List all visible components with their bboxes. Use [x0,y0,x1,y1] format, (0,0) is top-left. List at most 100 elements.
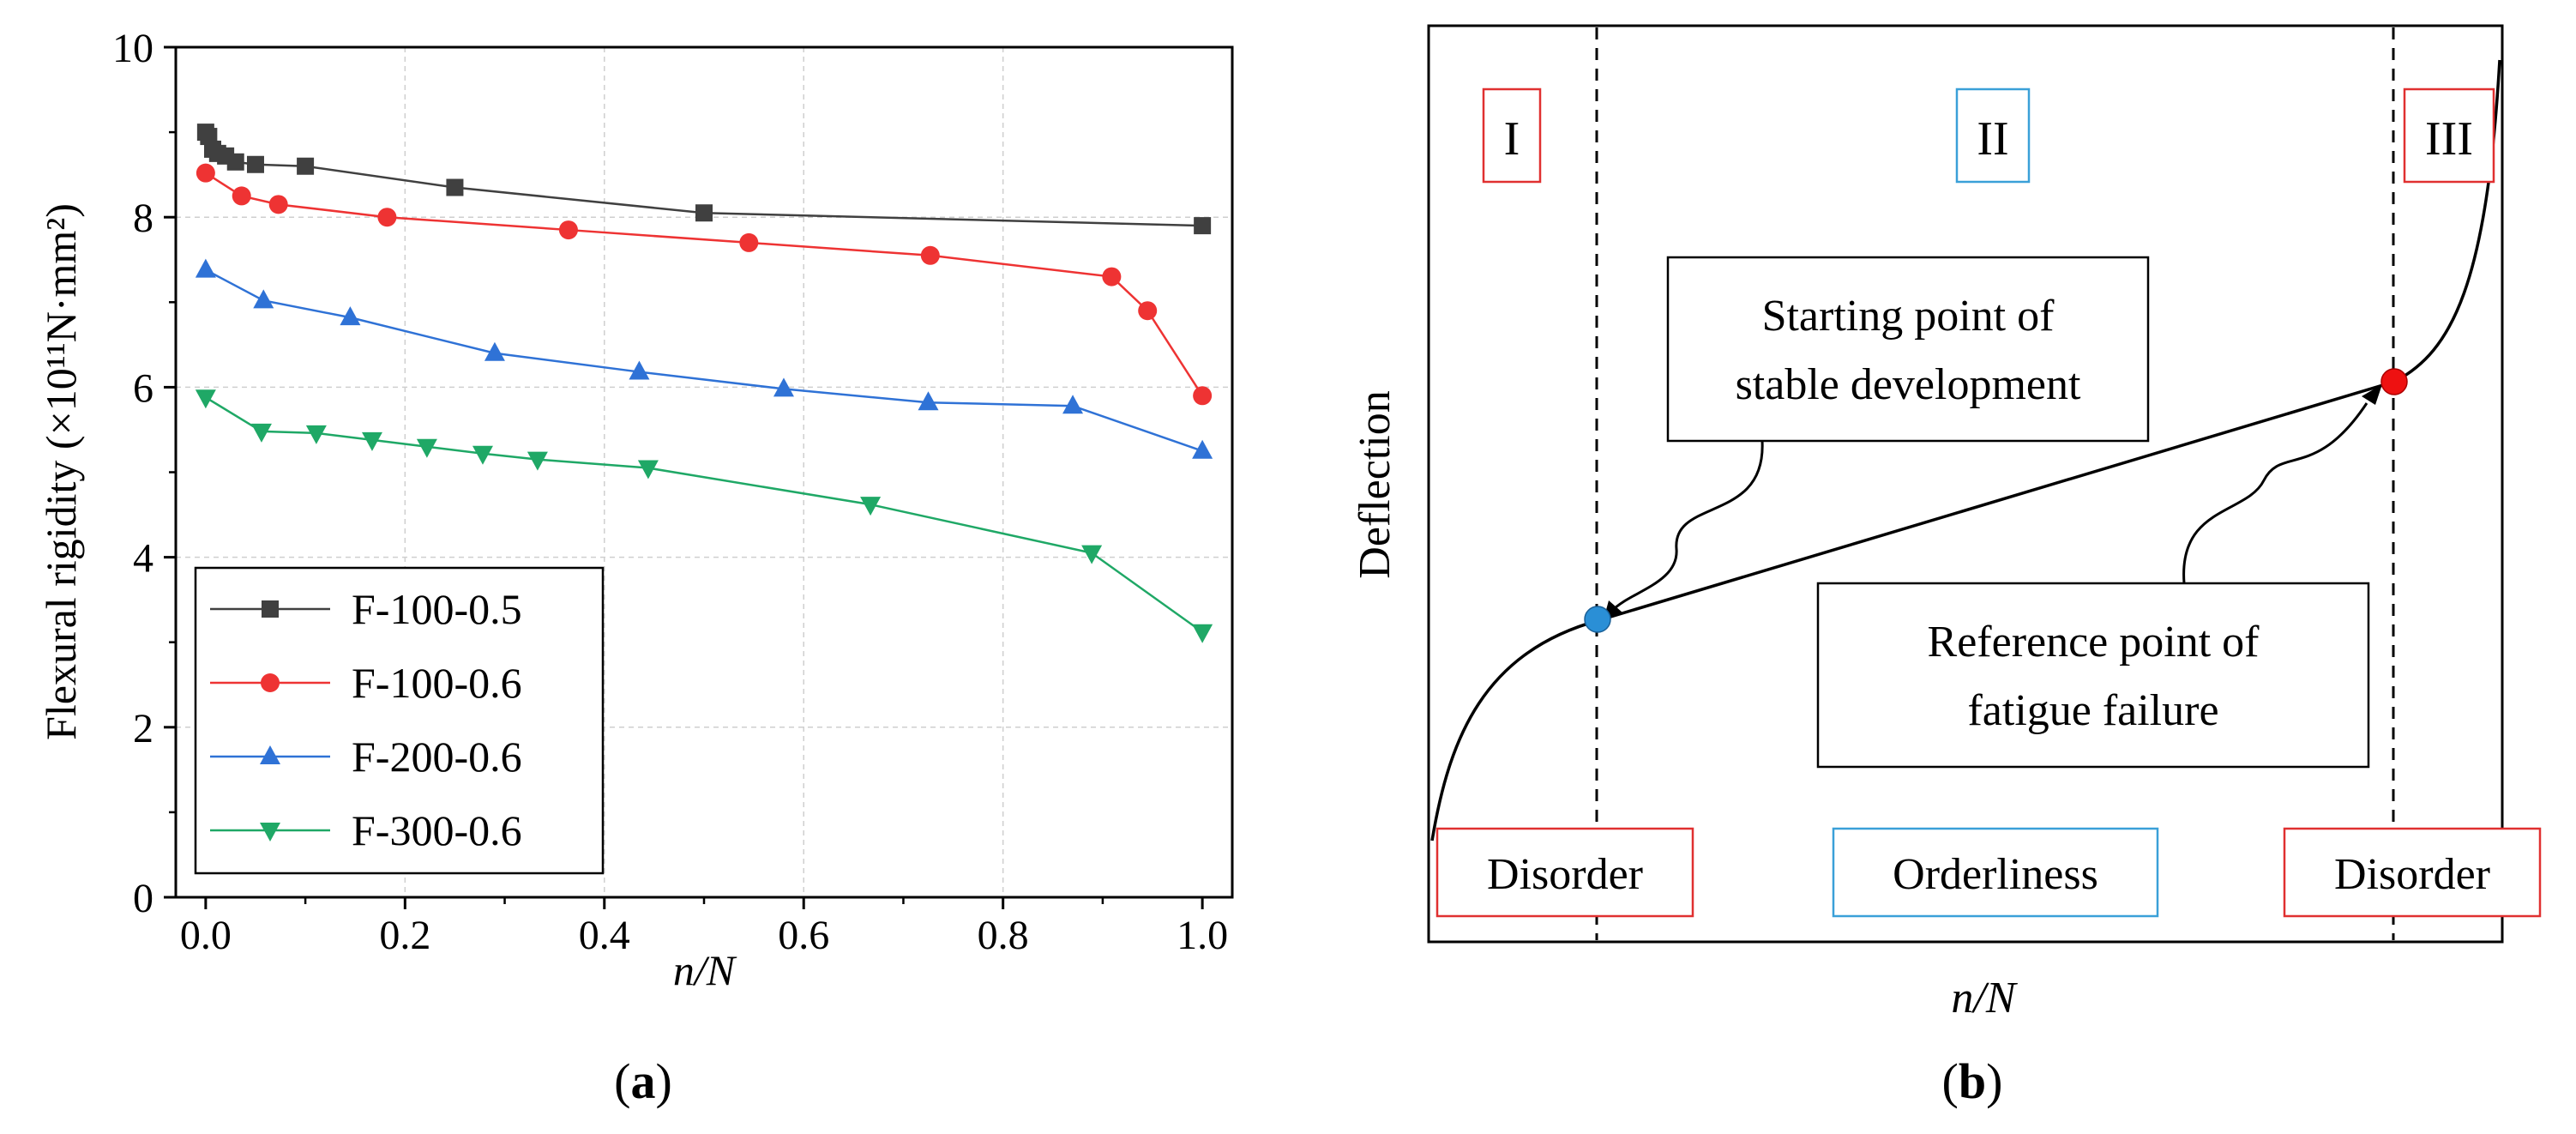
y-tick-label: 0 [133,876,153,921]
axis-ticks: 0.0 0.2 0.4 0.6 0.8 1.0 0 2 4 6 8 10 [112,26,1228,958]
reference-point-callout-line1: Reference point of [1928,618,2260,667]
start-point-callout-line2: stable development [1736,360,2081,409]
reference-point-arrowhead [2362,384,2382,405]
start-point-arrow [1610,440,1764,612]
data-point-triangle-down [195,389,216,409]
reference-point-arrow [2182,402,2368,584]
legend-label: F-200-0.6 [352,733,522,781]
series-line [205,172,1204,396]
stage-i-box [1482,87,1542,184]
data-point-triangle-up [484,341,505,361]
y-tick-label: 10 [112,26,153,71]
y-tick-label: 6 [133,365,153,411]
data-point-triangle-up [1062,395,1084,414]
stage-ii-box [1955,87,2031,184]
reference-point-callout-line2: fatigue failure [1967,686,2218,735]
data-point-triangle-up [260,745,280,764]
data-point-triangle-up [1192,439,1213,459]
series-group [195,124,1213,643]
data-point-circle [232,186,251,206]
series-F-100-0.6 [196,163,1213,406]
data-point-circle [558,220,578,240]
series-F-200-0.6 [195,258,1213,459]
stage-iii-box [2403,87,2495,184]
data-point-triangle-up [918,391,939,411]
start-point-callout-box [1666,256,2150,443]
stage-iii-label: III [2425,112,2473,166]
legend-label: F-100-0.5 [352,585,522,633]
data-point-circle [196,163,215,183]
data-point-triangle-down [527,451,548,471]
data-point-square [262,600,279,618]
orderliness-box [1832,827,2159,918]
disorder-right-label: Disorder [2334,850,2490,899]
x-tick-label: 0.8 [978,913,1029,958]
y-axis-title-text: Flexural rigidity (×10¹¹N·mm²) [37,203,85,740]
series-line [205,268,1203,452]
disorder-left-box [1435,827,1694,918]
y-tick-label: 2 [133,706,153,751]
data-point-triangle-up [195,258,216,278]
x-tick-label: 0.0 [180,913,232,958]
data-point-triangle-up [773,377,794,397]
data-point-circle [1102,267,1122,287]
x-tick-label: 0.6 [778,913,829,958]
data-point-triangle-down [1081,545,1103,564]
data-point-triangle-down [1192,624,1213,643]
data-point-triangle-down [472,445,493,465]
data-point-triangle-down [416,438,437,458]
start-point-marker [1584,606,1611,633]
data-point-triangle-down [260,823,280,841]
data-point-triangle-down [637,460,659,480]
panel-b-schematic: I II III Starting point of stable develo… [1351,24,2542,1109]
legend-label: F-300-0.6 [352,806,522,854]
data-point-square [446,178,464,196]
data-point-circle [377,208,397,227]
data-point-triangle-down [305,425,327,444]
data-point-square [1194,217,1212,235]
data-point-square [297,157,315,175]
series-F-300-0.6 [195,389,1213,643]
x-tick-label: 0.4 [579,913,630,958]
data-point-circle [1193,386,1213,406]
data-point-circle [268,195,288,214]
y-tick-label: 4 [133,536,153,582]
series-F-100-0.5 [196,124,1212,235]
panel-a-line-chart: 0.0 0.2 0.4 0.6 0.8 1.0 0 2 4 6 8 10 Flexural rigid… [37,26,1234,1109]
disorder-left-label: Disorder [1487,850,1643,899]
x-tick-label: 1.0 [1177,913,1228,958]
data-point-square [246,155,264,173]
start-point-callout-line1: Starting point of [1762,292,2055,341]
data-point-square [226,153,244,171]
stage-i-label: I [1504,112,1520,166]
stage-ii-label: II [1977,112,2008,166]
data-point-square [695,204,713,222]
diagram-frame [1427,24,2504,944]
panel-b-label: (b) [1942,1053,2003,1109]
data-point-circle [920,245,940,265]
data-point-triangle-down [361,431,382,451]
deflection-axis-title: Deflection [1351,390,1399,578]
disorder-right-box [2283,827,2542,918]
data-point-circle [1138,301,1158,321]
legend: F-100-0.5 F-100-0.6 F-200-0.6 F-300-0.6 [194,566,605,875]
orderliness-label: Orderliness [1893,850,2098,899]
b-x-axis-title: n/N [1951,974,2018,1022]
reference-point-callout-box [1816,582,2370,769]
x-axis-title: n/N [673,946,737,994]
x-tick-label: 0.2 [379,913,430,958]
data-point-triangle-down [250,423,272,443]
y-tick-label: 8 [133,196,153,241]
data-point-circle [261,673,280,692]
legend-label: F-100-0.6 [352,659,522,707]
data-point-triangle-up [340,306,361,326]
legend-box [194,566,605,875]
y-axis-title: Flexural rigidity (×10¹¹N·mm²) [37,203,85,740]
data-point-triangle-up [629,360,650,380]
panel-a-label: (a) [614,1053,672,1109]
data-point-triangle-up [253,289,274,309]
data-point-triangle-down [860,497,882,516]
reference-point-marker [2380,368,2408,395]
